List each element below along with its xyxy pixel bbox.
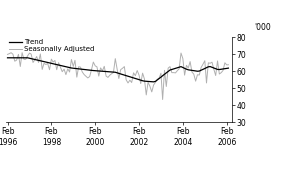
Legend: Trend, Seasonally Adjusted: Trend, Seasonally Adjusted [9,39,95,52]
Text: '000: '000 [254,23,271,32]
